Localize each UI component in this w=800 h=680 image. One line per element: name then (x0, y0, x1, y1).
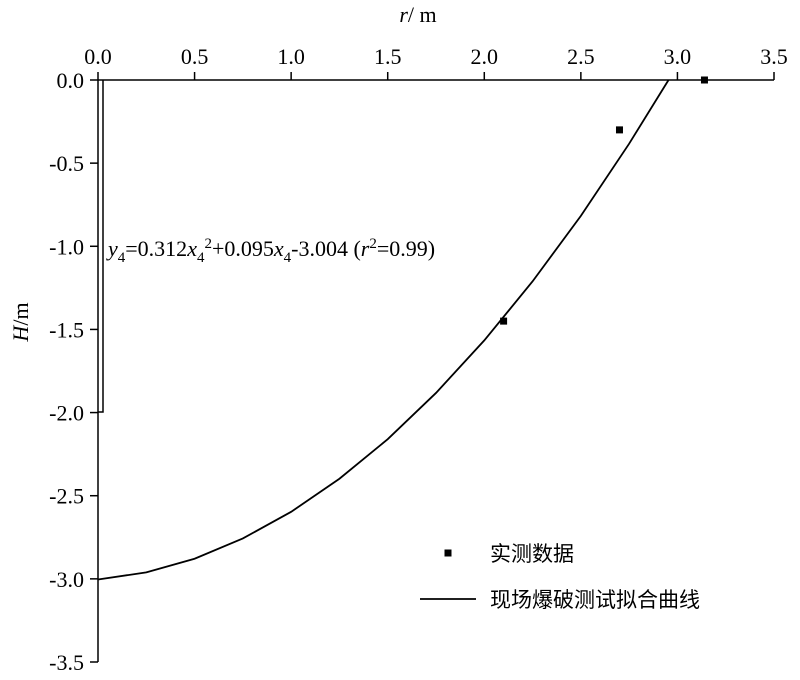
fit-curve (97, 79, 670, 581)
y-axis-label: H/m (8, 302, 33, 342)
legend-label: 现场爆破测试拟合曲线 (490, 588, 700, 612)
x-tick-label: 0.5 (181, 44, 209, 69)
y-tick-label: -3.5 (49, 650, 84, 675)
eq-part: =0.312 (125, 236, 187, 261)
data-point (700, 76, 708, 84)
x-tick-label: 3.5 (760, 44, 788, 69)
frame-artifact (98, 80, 104, 413)
fit-equation: y4=0.312x42+0.095x4-3.004 (r2=0.99) (106, 236, 435, 266)
x-tick-label: 3.0 (664, 44, 692, 69)
eq-part: y (106, 236, 118, 261)
y-tick-label: 0.0 (57, 68, 85, 93)
eq-part: -3.004 ( (291, 236, 361, 261)
x-label-unit: / m (408, 2, 437, 27)
x-label-var: r (399, 2, 408, 27)
eq-part: =0.99) (377, 236, 435, 261)
x-tick-label: 1.0 (277, 44, 305, 69)
legend-label: 实测数据 (490, 542, 574, 566)
eq-part: x (273, 236, 284, 261)
y-tick-label: -2.5 (49, 484, 84, 509)
x-tick-label: 2.5 (567, 44, 595, 69)
eq-part: 4 (118, 250, 126, 266)
x-tick-label: 2.0 (471, 44, 499, 69)
y-tick-label: -0.5 (49, 151, 84, 176)
eq-part: 2 (369, 236, 377, 252)
eq-part: 2 (204, 236, 212, 252)
y-label-unit: /m (8, 302, 33, 325)
y-tick-label: -1.5 (49, 317, 84, 342)
x-axis-label: r/ m (399, 2, 436, 27)
eq-part: r (361, 236, 370, 261)
eq-part: 4 (284, 250, 292, 266)
x-tick-label: 1.5 (374, 44, 402, 69)
y-tick-label: -2.0 (49, 401, 84, 426)
data-point (500, 317, 508, 325)
y-tick-label: -1.0 (49, 234, 84, 259)
legend-marker (444, 549, 452, 557)
x-tick-label: 0.0 (84, 44, 112, 69)
y-label-var: H (8, 325, 33, 343)
eq-part: 4 (197, 250, 205, 266)
data-point (615, 126, 623, 134)
eq-part: x (186, 236, 197, 261)
y-tick-label: -3.0 (49, 567, 84, 592)
eq-part: +0.095 (212, 236, 274, 261)
